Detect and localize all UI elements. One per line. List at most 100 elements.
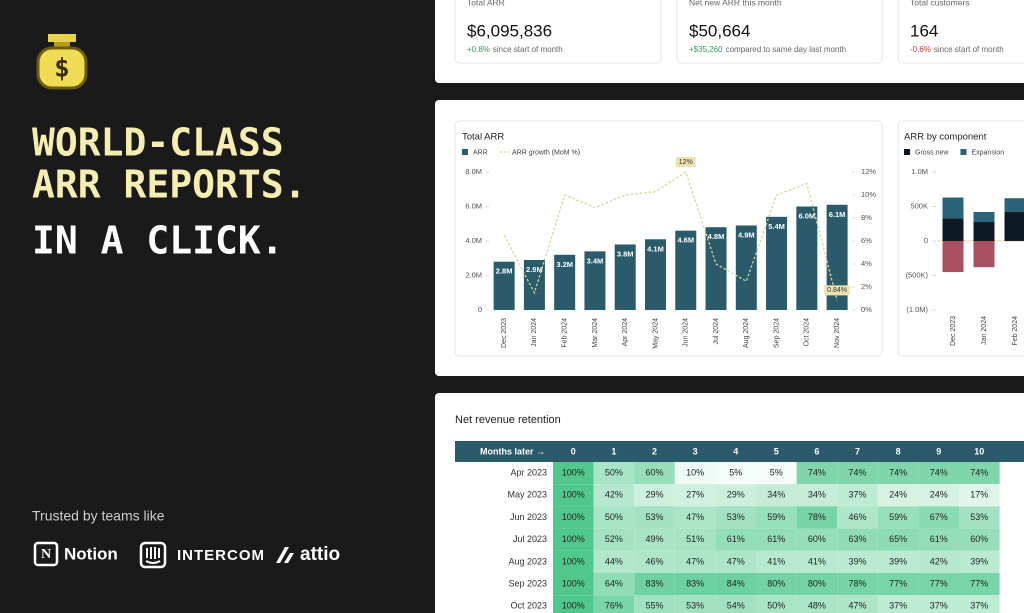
cell: 10% [686,467,704,477]
growth-label [824,285,851,296]
x-tick-label: Jul 2024 [713,318,720,345]
cell-bg [918,595,959,613]
x-tick-label: Nov 2024 [834,318,841,348]
cell-bg [756,550,797,573]
kpi-change-line: -0.6% since start of month [910,45,1004,54]
cell-bg [877,462,919,485]
bar-label: 6.0M [798,211,815,220]
cell-bg [715,573,756,596]
cell-bg [959,528,1000,551]
cell: 76% [605,601,623,611]
cell-bg [674,462,716,485]
bar-label: 3.2M [556,260,573,269]
cell: 80% [808,578,826,588]
x-tick-label: Jan 2024 [981,316,988,345]
cell: 59% [767,512,785,522]
cell-bg [756,462,797,485]
kpi-value: 164 [910,21,938,40]
bar-label: 5.4M [768,222,785,231]
bar [735,225,757,310]
growth-label [675,157,696,167]
kpi-change: +$35,260 [689,45,723,54]
bar [493,261,515,310]
growth-label-text: 12% [679,159,693,166]
cell-bg [877,484,919,507]
cell-bg [877,528,919,551]
cell-bg [959,506,1000,529]
cell-bg [593,573,635,596]
notion-logo: N [33,541,59,567]
cell: 37% [889,601,907,611]
cell-bg [593,462,635,485]
svg-text:$: $ [54,54,70,84]
cell: 78% [848,578,866,588]
cell: 80% [767,578,785,588]
header-cell: Months later → [480,446,545,456]
cell-bg [553,484,594,507]
table-header [455,441,1024,462]
y-tick-label: (1.0M) [906,305,928,314]
cell: 63% [848,534,866,544]
cell: 74% [970,467,988,477]
cell-bg [837,506,878,529]
cell-bg [674,484,716,507]
bar [523,259,545,310]
x-tick-label: Dec 2023 [501,318,508,348]
y-tick-label: 2.0M [465,270,482,279]
cell: 60% [808,534,826,544]
component-plot: 1.0M 500K 0 (500K) (1.0M) Gross new Expansion D… [904,149,1024,346]
x-tick-label: Jan 2024 [531,318,538,347]
cell-bg [634,484,675,507]
cell-bg [959,484,1000,507]
cell: 50% [767,601,785,611]
logo-text: Notion [64,544,118,563]
cell: 50% [605,512,623,522]
cell: 42% [930,556,948,566]
kpi-note: compared to same day last month [726,45,847,54]
cell-bg [715,595,756,613]
logo-text: attio [300,544,340,565]
header-cell: 9 [936,446,941,456]
hero-title: WORLD-CLASS [32,121,284,165]
cell: 100% [562,512,585,522]
chart-title: ARR by component [904,132,987,143]
trusted-label: Trusted by teams like [32,508,165,524]
x-tick-label: Dec 2023 [950,316,957,346]
cell: 74% [889,467,907,477]
cell: 37% [930,601,948,611]
cell-bg [674,506,716,529]
legend-swatch [462,149,468,155]
cell: 29% [727,490,745,500]
cell-bg [593,528,635,551]
y2-tick-label: 12% [861,167,876,176]
header-cell: 1 [611,446,616,456]
kpi-note: since start of month [934,45,1004,54]
cell: 47% [686,512,704,522]
kpi-note: since start of month [493,45,563,54]
y2-tick-label: 0% [861,305,872,314]
cell: 49% [645,534,663,544]
cell: 17% [970,490,988,500]
cell-bg [796,550,838,573]
y-tick-label: 0 [924,236,928,245]
bar-label: 4.6M [677,236,694,245]
cell: 34% [767,490,785,500]
bar [614,244,636,310]
cell-bg [553,595,594,613]
cell-bg [553,462,594,485]
cell: 59% [889,512,907,522]
y-tick-label: 500K [910,201,928,210]
cell-bg [918,462,959,485]
y2-tick-label: 4% [861,259,872,268]
bar [644,239,666,310]
cell-bg [837,573,878,596]
legend-swatch [960,149,967,155]
cell: 83% [645,578,663,588]
cell-bg [756,573,797,596]
bar [554,254,576,310]
cell: 51% [686,534,704,544]
x-tick-label: Feb 2024 [1012,316,1019,346]
cell: 48% [808,601,826,611]
cell-bg [877,550,919,573]
cell-bg [756,506,797,529]
